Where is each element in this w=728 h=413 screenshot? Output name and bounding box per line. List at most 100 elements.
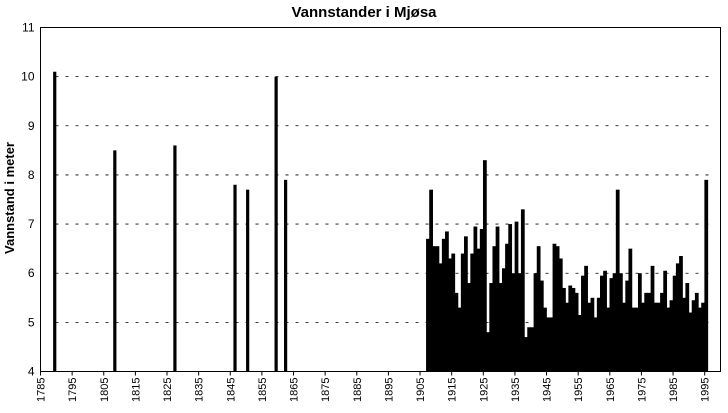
bar [663,270,668,372]
y-tick-label: 5 [28,315,35,329]
bar [685,283,690,372]
bar [489,283,494,372]
y-tick-label: 6 [28,266,35,280]
y-tick-label: 4 [28,365,35,379]
bar [482,160,487,372]
y-tick-label: 8 [28,168,35,182]
x-tick-label: 1885 [352,378,364,402]
bar [691,300,696,372]
bar [644,292,649,372]
y-axis-label: Vannstand i meter [2,142,17,254]
bar [577,314,582,372]
bar [508,224,513,372]
bar [543,307,547,372]
bar [666,307,671,372]
bar [505,243,509,372]
bars [53,71,709,372]
bar [574,292,579,372]
x-tick-label: 1895 [383,378,395,402]
bar [565,302,569,372]
bar [590,297,595,372]
x-tick-label: 1985 [668,378,680,402]
bar [606,307,611,372]
bar [479,228,484,372]
bar [555,246,560,372]
x-axis-ticks: 1785 1795 1805 1815 1825 1835 1845 1855 1865 1875… [36,371,712,402]
x-tick-label: 1825 [162,378,174,402]
plot-area [40,27,721,372]
bar [546,317,551,372]
bar [470,253,475,372]
bar [438,263,443,372]
bar [441,238,446,372]
bar [618,273,623,372]
x-tick-label: 1795 [67,378,79,402]
bar [492,246,497,372]
bar [698,307,702,372]
y-tick-label: 10 [21,70,35,84]
bar [679,256,683,372]
y-tick-label: 9 [28,119,35,133]
bar [603,270,607,372]
bar [233,184,237,372]
bar [432,246,437,372]
x-tick-label: 1815 [130,378,142,402]
bar [647,292,652,372]
bar [704,179,709,372]
y-tick-label: 11 [22,21,35,35]
bar [625,280,630,372]
x-tick-label: 1925 [478,378,490,402]
bar [593,317,598,372]
bar [568,285,573,372]
bar [486,332,490,372]
bar [464,236,468,372]
bar [524,337,528,372]
x-tick-label: 1785 [36,378,48,402]
bar [173,145,177,372]
bar [581,275,585,372]
bar [571,287,576,372]
bar [460,253,465,372]
bar [533,273,538,372]
bar [669,300,674,372]
bar [429,189,433,372]
x-tick-label: 1845 [225,378,237,402]
bar [435,246,440,372]
bar [517,273,522,372]
x-tick-label: 1915 [447,378,459,402]
bar [612,273,617,372]
bar [495,226,500,372]
bar [527,327,532,372]
bar [451,253,456,372]
bar [672,275,677,372]
bar [511,273,516,372]
bar [694,292,699,372]
bar [448,258,452,372]
bar [562,287,566,372]
bar [637,273,642,372]
bar [536,246,541,372]
x-tick-label: 1805 [99,378,111,402]
bar [274,76,278,372]
x-tick-label: 1955 [573,378,585,402]
bar [622,302,626,372]
bar [660,292,664,372]
bar [454,292,459,372]
bar [596,297,601,372]
x-tick-label: 1945 [542,378,554,402]
bar [656,302,661,372]
bar [682,297,687,372]
bar [675,263,680,372]
x-tick-label: 1865 [289,378,301,402]
bar [631,307,636,372]
x-tick-label: 1965 [605,378,617,402]
y-axis-ticks: 4 5 6 7 8 9 10 11 [21,21,35,379]
chart-title: Vannstander i Mjøsa [291,4,437,21]
bar [53,71,57,372]
bar [641,302,645,372]
bar [653,302,658,372]
bar [584,265,588,372]
bar [600,275,604,372]
bar [615,189,620,372]
